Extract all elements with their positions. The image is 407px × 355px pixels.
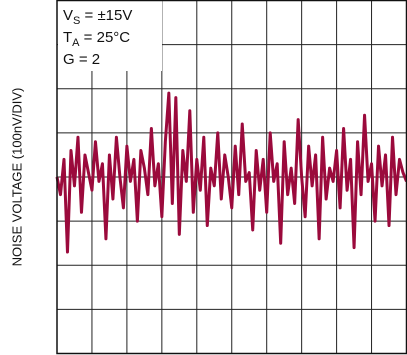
noise-trace <box>55 91 407 254</box>
annotation-box <box>58 1 162 71</box>
annotation-text: T <box>63 29 72 46</box>
annotation: G = 2 <box>63 51 100 68</box>
y-axis-label: NOISE VOLTAGE (100nV/DIV) <box>9 88 24 267</box>
annotation-rest: = 25°C <box>80 29 131 46</box>
annotation: TA = 25°C <box>63 29 130 49</box>
annotation-text: G = 2 <box>63 51 100 68</box>
annotation: VS = ±15V <box>63 7 132 27</box>
annotation-subscript: S <box>73 15 80 27</box>
plot <box>55 91 407 254</box>
annotation-rest: = ±15V <box>80 7 132 24</box>
annotation-text: V <box>63 7 73 24</box>
annotation-subscript: A <box>72 37 80 49</box>
